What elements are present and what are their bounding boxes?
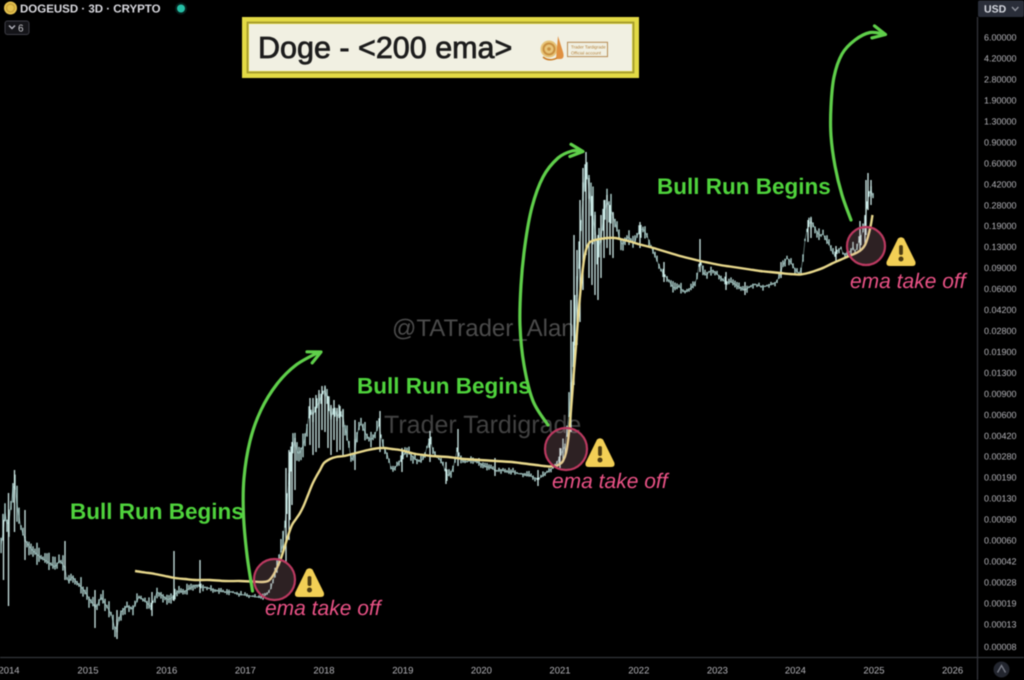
svg-text:0.00130: 0.00130	[984, 494, 1017, 504]
svg-text:0.42000: 0.42000	[984, 179, 1017, 189]
svg-text:2017: 2017	[235, 666, 256, 677]
svg-text:Doge - <200 ema>: Doge - <200 ema>	[258, 31, 512, 65]
svg-text:0.00019: 0.00019	[984, 598, 1017, 608]
svg-text:4.20000: 4.20000	[984, 54, 1017, 64]
svg-text:Trader Tardigrade: Trader Tardigrade	[571, 44, 606, 49]
svg-text:0.00042: 0.00042	[984, 557, 1017, 567]
svg-text:0.28000: 0.28000	[984, 200, 1017, 210]
svg-text:ema take off: ema take off	[265, 597, 383, 620]
svg-text:Bull Run Begins: Bull Run Begins	[657, 174, 831, 199]
svg-text:@TATrader_Alan: @TATrader_Alan	[392, 315, 575, 342]
svg-text:2.80000: 2.80000	[984, 75, 1017, 85]
svg-text:0.00013: 0.00013	[984, 619, 1017, 629]
svg-text:0.00090: 0.00090	[984, 515, 1017, 525]
svg-text:1.90000: 1.90000	[984, 96, 1017, 106]
svg-text:0.13000: 0.13000	[984, 242, 1017, 252]
svg-text:2022: 2022	[628, 666, 649, 677]
svg-text:0.19000: 0.19000	[984, 221, 1017, 231]
svg-text:0.00060: 0.00060	[984, 536, 1017, 546]
svg-text:2015: 2015	[77, 666, 98, 677]
svg-text:DOGEUSD · 3D · CRYPTO: DOGEUSD · 3D · CRYPTO	[20, 4, 161, 16]
svg-text:2023: 2023	[707, 666, 728, 677]
svg-text:6.00000: 6.00000	[984, 33, 1017, 43]
svg-text:USD: USD	[984, 4, 1007, 16]
svg-text:ema take off: ema take off	[552, 470, 670, 493]
svg-text:0.00190: 0.00190	[984, 473, 1017, 483]
svg-text:0.00900: 0.00900	[984, 389, 1017, 399]
svg-text:Bull Run Begins: Bull Run Begins	[70, 499, 244, 524]
svg-text:0.00280: 0.00280	[984, 452, 1017, 462]
svg-text:0.01900: 0.01900	[984, 347, 1017, 357]
svg-text:2019: 2019	[392, 666, 413, 677]
svg-text:0.04200: 0.04200	[984, 305, 1017, 315]
svg-text:0.90000: 0.90000	[984, 137, 1017, 147]
svg-text:2025: 2025	[863, 666, 884, 677]
svg-text:2026: 2026	[942, 666, 963, 677]
svg-text:2020: 2020	[471, 666, 492, 677]
svg-text:1.30000: 1.30000	[984, 117, 1017, 127]
svg-text:0.00600: 0.00600	[984, 410, 1017, 420]
svg-text:2024: 2024	[785, 666, 806, 677]
svg-text:0.00008: 0.00008	[984, 642, 1017, 652]
svg-text:0.09000: 0.09000	[984, 263, 1017, 273]
svg-text:2016: 2016	[156, 666, 177, 677]
svg-text:0.06000: 0.06000	[984, 284, 1017, 294]
svg-text:ema take off: ema take off	[850, 270, 968, 293]
svg-text:0.02800: 0.02800	[984, 326, 1017, 336]
svg-text:0.00028: 0.00028	[984, 577, 1017, 587]
svg-text:6: 6	[18, 24, 24, 35]
svg-text:Official account: Official account	[571, 50, 602, 55]
svg-text:2014: 2014	[0, 666, 20, 677]
svg-text:0.00420: 0.00420	[984, 431, 1017, 441]
svg-text:0.01300: 0.01300	[984, 368, 1017, 378]
svg-text:2021: 2021	[549, 666, 570, 677]
svg-text:2018: 2018	[313, 666, 334, 677]
svg-text:Bull Run Begins: Bull Run Begins	[357, 374, 531, 399]
svg-text:0.60000: 0.60000	[984, 158, 1017, 168]
